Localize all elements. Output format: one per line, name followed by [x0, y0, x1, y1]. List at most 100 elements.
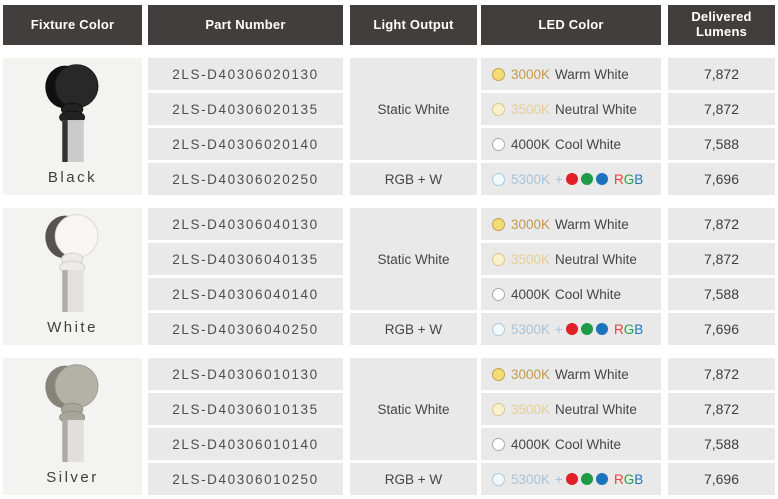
part-number-cell: 2LS-D40306020135 [148, 93, 343, 125]
part-number-cell: 2LS-D40306020250 [148, 163, 343, 195]
rgb-letter: G [623, 471, 635, 487]
fixture-color-label: Silver [46, 469, 99, 486]
fixture-image [44, 364, 98, 462]
part-number-cell: 2LS-D40306010140 [148, 428, 343, 460]
led-swatch-icon [492, 102, 505, 116]
led-cct-text: 4000K [511, 136, 551, 152]
light-output-static-cell: Static White [350, 358, 477, 460]
part-number-cell: 2LS-D40306040130 [148, 208, 343, 240]
led-color-cell: 3000K Warm White [481, 208, 661, 240]
part-number-cell: 2LS-D40306040250 [148, 313, 343, 345]
light-output-static-cell: Static White [350, 58, 477, 160]
header-part-number: Part Number [148, 5, 343, 45]
rgb-dot-icon [580, 173, 593, 185]
fixture-group: Silver 2LS-D40306010130 2LS-D40306010135 2L… [3, 358, 778, 495]
led-color-cell: 4000K Cool White [481, 278, 661, 310]
part-number-cell: 2LS-D40306020130 [148, 58, 343, 90]
led-cct-text: 5300K [511, 471, 551, 487]
led-cct-text: 3000K [511, 366, 551, 382]
part-number-cell: 2LS-D40306010250 [148, 463, 343, 495]
fixture-color-label: White [47, 319, 98, 336]
lumens-column: 7,872 7,872 7,588 7,696 [668, 358, 775, 495]
fixture-cell: Silver [3, 358, 142, 495]
delivered-lumens-cell: 7,872 [668, 208, 775, 240]
led-color-cell: 3000K Warm White [481, 58, 661, 90]
led-swatch-icon [492, 217, 505, 231]
rgb-label: RGB [614, 472, 643, 487]
fixture-color-label: Black [47, 169, 98, 186]
header-fixture-color: Fixture Color [3, 5, 142, 45]
led-swatch-icon [492, 172, 505, 186]
led-color-column: 3000K Warm White 3500K Neutral White 4000K Co… [481, 58, 661, 195]
part-number-column: 2LS-D40306010130 2LS-D40306010135 2LS-D403… [148, 358, 343, 495]
led-color-column: 3000K Warm White 3500K Neutral White 4000K Co… [481, 358, 661, 495]
light-output-column: Static White RGB + W [350, 58, 477, 195]
plus-sign: + [555, 321, 563, 337]
lumens-column: 7,872 7,872 7,588 7,696 [668, 58, 775, 195]
led-color-cell: 4000K Cool White [481, 128, 661, 160]
rgb-dot-icon [565, 323, 578, 335]
header-led-color: LED Color [481, 5, 661, 45]
delivered-lumens-cell: 7,588 [668, 278, 775, 310]
light-output-rgbw-cell: RGB + W [350, 163, 477, 195]
part-number-column: 2LS-D40306020130 2LS-D40306020135 2LS-D403… [148, 58, 343, 195]
lumens-column: 7,872 7,872 7,588 7,696 [668, 208, 775, 345]
rgb-dot-icon [595, 173, 608, 185]
led-cct-text: 3000K [511, 66, 551, 82]
led-color-name: Warm White [555, 216, 629, 232]
rgb-letter: G [623, 171, 635, 187]
light-output-column: Static White RGB + W [350, 358, 477, 495]
rgb-letter: R [613, 171, 624, 187]
rgb-dot-icon [580, 473, 593, 485]
fixture-image [44, 214, 98, 312]
fixture-group: Black 2LS-D40306020130 2LS-D40306020135 2LS… [3, 58, 778, 195]
rgb-dot-icon [565, 473, 578, 485]
led-swatch-icon [492, 367, 505, 381]
led-color-name: Neutral White [555, 401, 637, 417]
light-output-column: Static White RGB + W [350, 208, 477, 345]
led-color-name: Cool White [555, 136, 622, 152]
fixture-cell: White [3, 208, 142, 345]
fixture-cell: Black [3, 58, 142, 195]
delivered-lumens-cell: 7,696 [668, 313, 775, 345]
fixture-image [44, 64, 98, 162]
led-color-column: 3000K Warm White 3500K Neutral White 4000K Co… [481, 208, 661, 345]
rgb-dot-icon [565, 173, 578, 185]
plus-sign: + [555, 471, 563, 487]
delivered-lumens-cell: 7,696 [668, 163, 775, 195]
table-header-row: Fixture Color Part Number Light Output L… [3, 5, 778, 45]
led-color-cell: 3500K Neutral White [481, 243, 661, 275]
table-body: Black 2LS-D40306020130 2LS-D40306020135 2LS… [0, 58, 778, 495]
rgb-letter: R [613, 321, 624, 337]
delivered-lumens-cell: 7,872 [668, 393, 775, 425]
led-color-cell: 3000K Warm White [481, 358, 661, 390]
led-cct-text: 3500K [511, 101, 551, 117]
fixture-group: White 2LS-D40306040130 2LS-D40306040135 2LS… [3, 208, 778, 345]
rgb-letter: B [634, 171, 644, 187]
rgb-label: RGB [614, 322, 643, 337]
led-color-cell: 5300K + RGB [481, 313, 661, 345]
led-color-cell: 4000K Cool White [481, 428, 661, 460]
led-color-cell: 5300K + RGB [481, 163, 661, 195]
led-swatch-icon [492, 137, 505, 151]
delivered-lumens-cell: 7,588 [668, 428, 775, 460]
led-color-name: Neutral White [555, 101, 637, 117]
led-cct-text: 5300K [511, 321, 551, 337]
delivered-lumens-cell: 7,872 [668, 58, 775, 90]
led-color-name: Cool White [555, 286, 622, 302]
delivered-lumens-cell: 7,872 [668, 358, 775, 390]
led-swatch-icon [492, 402, 505, 416]
led-color-cell: 5300K + RGB [481, 463, 661, 495]
led-swatch-icon [492, 67, 505, 81]
light-output-rgbw-cell: RGB + W [350, 463, 477, 495]
rgb-letter: B [634, 471, 644, 487]
led-color-cell: 3500K Neutral White [481, 93, 661, 125]
led-swatch-icon [492, 252, 505, 266]
delivered-lumens-cell: 7,872 [668, 93, 775, 125]
led-cct-text: 3500K [511, 401, 551, 417]
rgb-label: RGB [614, 172, 643, 187]
rgb-letter: R [613, 471, 624, 487]
part-number-cell: 2LS-D40306040140 [148, 278, 343, 310]
delivered-lumens-cell: 7,872 [668, 243, 775, 275]
